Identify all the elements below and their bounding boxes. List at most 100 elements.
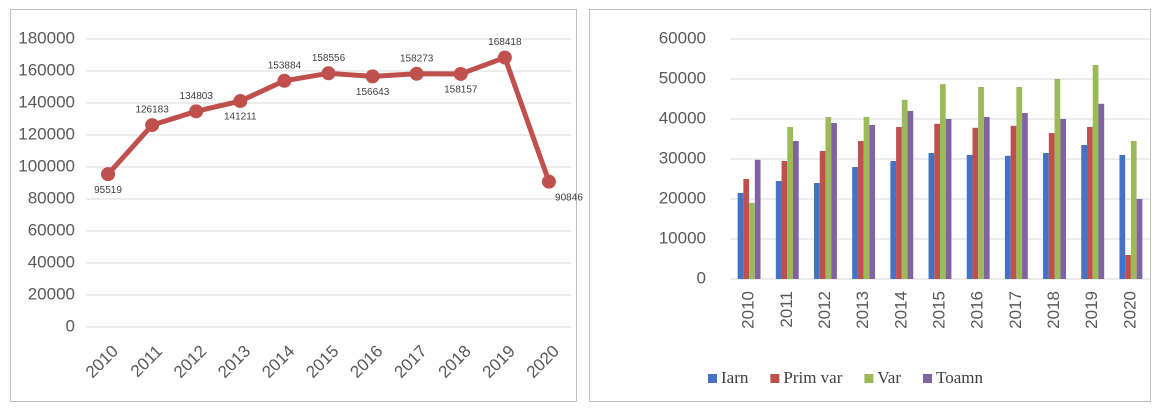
bar (1125, 255, 1131, 279)
bar (928, 153, 935, 279)
data-label: 153884 (268, 60, 302, 71)
bar (1022, 113, 1028, 279)
marker (277, 73, 292, 88)
bar (869, 125, 876, 279)
legend-swatch (923, 374, 933, 383)
x-tick-label: 2013 (853, 291, 872, 329)
legend-swatch (864, 374, 874, 383)
y-tick-label: 30000 (659, 148, 706, 167)
y-tick-label: 50000 (659, 68, 706, 87)
x-tick-label: 2014 (891, 291, 910, 329)
y-tick-label: 160000 (18, 60, 75, 79)
bar (825, 117, 832, 279)
bar (896, 127, 902, 279)
bar (781, 161, 788, 279)
marker (233, 94, 248, 109)
bar (1060, 119, 1066, 279)
data-label: 126183 (135, 105, 169, 116)
y-tick-label: 10000 (659, 228, 706, 247)
legend-swatch (770, 374, 780, 383)
x-tick-label: 2016 (968, 291, 987, 329)
x-tick-label: 2012 (815, 291, 834, 329)
bar (1119, 155, 1126, 279)
marker (453, 66, 468, 81)
marker (541, 174, 556, 189)
bar (1092, 65, 1099, 279)
data-label: 158273 (400, 53, 434, 64)
bar (863, 117, 870, 279)
x-tick-label: 2019 (1082, 291, 1101, 329)
x-tick-label: 2018 (435, 342, 475, 382)
bar (1010, 125, 1017, 279)
chart-frame (589, 9, 1151, 402)
bar (940, 84, 946, 279)
x-tick-label: 2013 (214, 342, 254, 382)
bar (852, 167, 858, 279)
bar (1130, 141, 1137, 279)
bar (749, 203, 755, 279)
bar (978, 87, 984, 279)
bar (743, 179, 750, 279)
bar (1048, 133, 1055, 279)
marker (321, 66, 336, 81)
bar (857, 141, 864, 279)
x-tick-label: 2011 (127, 342, 166, 381)
x-tick-label: 2016 (346, 342, 386, 382)
bar (1136, 199, 1143, 279)
bar (737, 193, 744, 279)
data-label: 158556 (312, 53, 346, 64)
data-label: 90846 (555, 192, 583, 203)
marker (409, 66, 424, 81)
marker (101, 167, 116, 182)
y-tick-label: 120000 (18, 124, 75, 143)
x-tick-label: 2010 (82, 342, 122, 382)
y-tick-label: 80000 (28, 188, 75, 207)
bar (1004, 155, 1011, 279)
y-tick-label: 180000 (18, 28, 75, 47)
y-tick-label: 60000 (659, 28, 706, 47)
bar (787, 127, 793, 279)
data-label: 168418 (488, 37, 522, 48)
legend-label: Var (877, 368, 901, 387)
x-tick-label: 2017 (390, 342, 430, 382)
data-label: 95519 (94, 185, 122, 196)
y-tick-label: 140000 (18, 92, 75, 111)
bar (775, 181, 782, 279)
data-label: 156643 (356, 87, 390, 98)
bar (901, 99, 908, 279)
x-tick-label: 2015 (302, 342, 342, 382)
bar (1016, 87, 1023, 279)
bar (819, 151, 826, 279)
x-tick-label: 2019 (479, 342, 519, 382)
y-tick-label: 0 (66, 316, 75, 335)
x-tick-label: 2014 (258, 342, 298, 382)
marker (497, 50, 512, 65)
y-tick-label: 40000 (28, 252, 75, 271)
bar (1054, 79, 1061, 279)
bar (945, 119, 952, 279)
bar (814, 183, 820, 279)
data-label: 158157 (444, 85, 478, 96)
x-tick-label: 2020 (1120, 291, 1139, 329)
bar (934, 123, 940, 279)
y-tick-label: 100000 (18, 156, 75, 175)
bar (907, 111, 914, 279)
bar (831, 123, 837, 279)
y-tick-label: 40000 (659, 108, 706, 127)
y-tick-label: 60000 (28, 220, 75, 239)
x-tick-label: 2011 (777, 291, 796, 328)
x-tick-label: 2010 (739, 291, 758, 329)
marker (145, 118, 160, 133)
y-tick-label: 20000 (659, 188, 706, 207)
data-label: 134803 (180, 91, 214, 102)
bar (1081, 145, 1087, 279)
bar (1043, 153, 1049, 279)
marker (365, 69, 380, 84)
marker (189, 104, 204, 119)
legend-label: Toamn (936, 368, 983, 387)
bar (983, 117, 990, 279)
x-tick-label: 2018 (1044, 291, 1063, 329)
x-tick-label: 2012 (170, 342, 210, 382)
bar (754, 159, 761, 279)
